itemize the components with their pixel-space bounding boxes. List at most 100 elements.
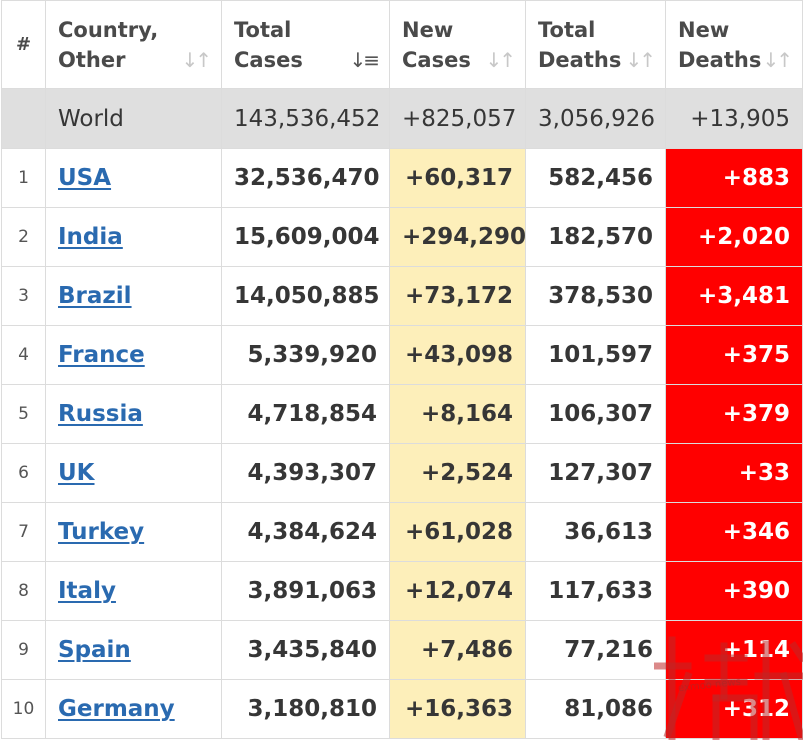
country-cell: UK (45, 443, 222, 503)
header-rank[interactable]: # (1, 0, 46, 89)
total-deaths-cell: 36,613 (525, 502, 666, 562)
sort-icon[interactable]: ↓↑ (762, 48, 792, 72)
world-new-deaths: +13,905 (665, 88, 803, 149)
world-total-cases: 143,536,452 (221, 88, 390, 149)
header-total-cases-label: Total Cases (234, 17, 303, 72)
country-cell: India (45, 207, 222, 267)
table-row: 4 France 5,339,920 +43,098 101,597 +375 (1, 325, 803, 385)
world-new-cases: +825,057 (389, 88, 526, 149)
total-deaths-cell: 101,597 (525, 325, 666, 385)
rank-cell: 7 (1, 502, 46, 562)
total-cases-cell: 15,609,004 (221, 207, 390, 267)
table-row: 6 UK 4,393,307 +2,524 127,307 +33 (1, 443, 803, 503)
new-deaths-cell: +3,481 (665, 266, 803, 326)
country-link[interactable]: India (58, 224, 123, 250)
country-link[interactable]: Germany (58, 696, 175, 722)
country-link[interactable]: Spain (58, 637, 131, 663)
new-deaths-cell: +375 (665, 325, 803, 385)
country-cell: Italy (45, 561, 222, 621)
new-deaths-cell: +312 (665, 679, 803, 739)
table-row: 3 Brazil 14,050,885 +73,172 378,530 +3,481 (1, 266, 803, 326)
sort-icon[interactable]: ↓↑ (485, 48, 515, 72)
table-header: # Country, Other ↓↑ Total Cases ↓≡ New C… (1, 0, 803, 89)
new-cases-cell: +2,524 (389, 443, 526, 503)
country-cell: Germany (45, 679, 222, 739)
header-rank-label: # (15, 33, 32, 55)
table-row: 9 Spain 3,435,840 +7,486 77,216 +114 (1, 620, 803, 680)
header-country-label: Country, Other (58, 17, 159, 72)
table-row: 1 USA 32,536,470 +60,317 582,456 +883 (1, 148, 803, 208)
header-new-deaths[interactable]: New Deaths ↓↑ (665, 0, 803, 89)
new-cases-cell: +7,486 (389, 620, 526, 680)
header-row: # Country, Other ↓↑ Total Cases ↓≡ New C… (1, 0, 803, 89)
country-cell: Spain (45, 620, 222, 680)
country-link[interactable]: France (58, 342, 145, 368)
header-total-cases[interactable]: Total Cases ↓≡ (221, 0, 390, 89)
header-country[interactable]: Country, Other ↓↑ (45, 0, 222, 89)
total-cases-cell: 3,180,810 (221, 679, 390, 739)
header-total-deaths-label: Total Deaths (538, 17, 622, 72)
rank-cell: 4 (1, 325, 46, 385)
country-cell: Brazil (45, 266, 222, 326)
sort-icon[interactable]: ↓↑ (181, 48, 211, 72)
country-link[interactable]: Russia (58, 401, 143, 427)
rank-cell: 1 (1, 148, 46, 208)
total-cases-cell: 32,536,470 (221, 148, 390, 208)
header-new-deaths-label: New Deaths (678, 17, 762, 72)
total-cases-cell: 4,718,854 (221, 384, 390, 444)
total-deaths-cell: 77,216 (525, 620, 666, 680)
new-deaths-cell: +883 (665, 148, 803, 208)
country-link[interactable]: UK (58, 460, 95, 486)
new-cases-cell: +73,172 (389, 266, 526, 326)
table-row: 2 India 15,609,004 +294,290 182,570 +2,020 (1, 207, 803, 267)
country-cell: France (45, 325, 222, 385)
table-row: 7 Turkey 4,384,624 +61,028 36,613 +346 (1, 502, 803, 562)
total-deaths-cell: 81,086 (525, 679, 666, 739)
new-deaths-cell: +33 (665, 443, 803, 503)
country-cell: USA (45, 148, 222, 208)
rank-cell: 9 (1, 620, 46, 680)
sort-descending-icon[interactable]: ↓≡ (349, 48, 379, 72)
world-rank-cell (1, 88, 46, 149)
new-deaths-cell: +2,020 (665, 207, 803, 267)
country-cell: Russia (45, 384, 222, 444)
new-cases-cell: +43,098 (389, 325, 526, 385)
total-deaths-cell: 106,307 (525, 384, 666, 444)
new-cases-cell: +8,164 (389, 384, 526, 444)
country-link[interactable]: USA (58, 165, 112, 191)
rank-cell: 10 (1, 679, 46, 739)
country-link[interactable]: Brazil (58, 283, 132, 309)
header-total-deaths[interactable]: Total Deaths ↓↑ (525, 0, 666, 89)
header-new-cases-label: New Cases (402, 17, 471, 72)
world-label: World (45, 88, 222, 149)
table-body: World 143,536,452 +825,057 3,056,926 +13… (1, 88, 803, 739)
rank-cell: 8 (1, 561, 46, 621)
country-link[interactable]: Italy (58, 578, 116, 604)
world-total-deaths: 3,056,926 (525, 88, 666, 149)
new-deaths-cell: +346 (665, 502, 803, 562)
total-cases-cell: 4,384,624 (221, 502, 390, 562)
rank-cell: 5 (1, 384, 46, 444)
new-deaths-cell: +379 (665, 384, 803, 444)
world-row: World 143,536,452 +825,057 3,056,926 +13… (1, 88, 803, 149)
country-cell: Turkey (45, 502, 222, 562)
table-row: 5 Russia 4,718,854 +8,164 106,307 +379 (1, 384, 803, 444)
total-cases-cell: 4,393,307 (221, 443, 390, 503)
new-cases-cell: +61,028 (389, 502, 526, 562)
sort-icon[interactable]: ↓↑ (625, 48, 655, 72)
new-deaths-cell: +114 (665, 620, 803, 680)
new-deaths-cell: +390 (665, 561, 803, 621)
total-cases-cell: 14,050,885 (221, 266, 390, 326)
rank-cell: 6 (1, 443, 46, 503)
country-link[interactable]: Turkey (58, 519, 145, 545)
new-cases-cell: +60,317 (389, 148, 526, 208)
new-cases-cell: +16,363 (389, 679, 526, 739)
total-deaths-cell: 378,530 (525, 266, 666, 326)
total-cases-cell: 3,435,840 (221, 620, 390, 680)
table-row: 8 Italy 3,891,063 +12,074 117,633 +390 (1, 561, 803, 621)
header-new-cases[interactable]: New Cases ↓↑ (389, 0, 526, 89)
table-row: 10 Germany 3,180,810 +16,363 81,086 +312 (1, 679, 803, 739)
total-deaths-cell: 117,633 (525, 561, 666, 621)
total-deaths-cell: 182,570 (525, 207, 666, 267)
